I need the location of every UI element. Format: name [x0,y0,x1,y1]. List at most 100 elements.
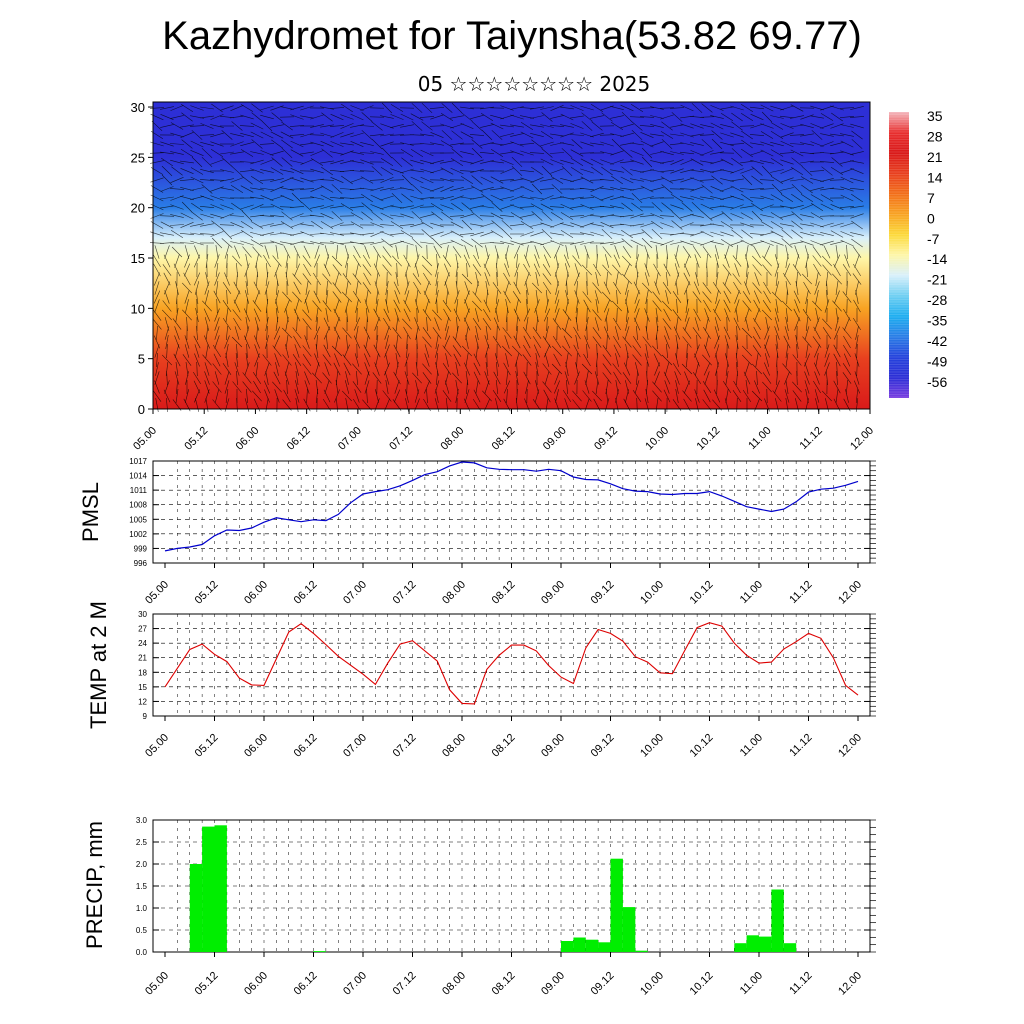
colorbar-label: -21 [927,272,947,288]
x-tick-label: 11.00 [738,579,765,606]
precip-bar [561,941,574,952]
x-tick-label: 07.00 [341,579,369,607]
precip-bar [622,907,636,952]
x-tick-label: 08.00 [440,579,468,607]
y-tick-label: 9 [143,712,148,721]
x-tick-label: 11.12 [787,970,814,997]
y-tick-label: 1008 [129,501,147,510]
x-tick-label: 11.12 [787,579,814,606]
x-tick-label: 08.00 [440,732,468,760]
y-tick-label: 2.0 [136,860,148,869]
y-tick-label: 30 [131,100,145,115]
y-tick-label: 24 [138,639,147,648]
y-tick-label: 21 [138,654,147,663]
colorbar-label: 35 [927,108,943,124]
y-tick-label: 1011 [130,486,148,495]
precip-bar [734,943,747,952]
x-tick-label: 11.12 [798,425,825,452]
x-tick-label: 10.12 [688,970,716,998]
x-tick-label: 06.12 [285,425,313,453]
x-tick-label: 10.00 [638,579,666,607]
colorbar-label: -14 [927,251,947,267]
x-tick-label: 05.00 [143,732,171,760]
x-tick-label: 11.12 [787,732,814,759]
colorbar-label: -28 [927,292,947,308]
colorbar-label: -56 [927,374,947,390]
precip-bar [202,826,215,952]
colorbar-label: 0 [927,210,935,226]
y-tick-label: 30 [138,610,147,619]
x-tick-label: 06.00 [234,425,262,453]
x-tick-label: 06.00 [242,732,270,760]
precip-bar [635,950,648,952]
precip-bar [313,951,326,952]
y-tick-label: 12 [138,697,147,706]
x-tick-label: 05.12 [193,579,221,607]
x-tick-label: 05.00 [143,579,171,607]
x-tick-label: 09.12 [589,970,617,998]
precip-bar [783,943,797,952]
y-tick-label: 18 [138,668,147,677]
precip-bar [610,858,623,952]
y-tick-label: 5 [138,352,145,367]
colorbar-label: 28 [927,128,943,144]
x-tick-label: 11.00 [738,970,765,997]
x-tick-label: 09.12 [589,732,617,760]
y-tick-label: 1002 [129,530,147,539]
y-tick-label: 996 [134,559,148,568]
y-tick-label: 2.5 [136,838,148,847]
x-tick-label: 07.00 [341,970,369,998]
precip-bar [573,937,586,952]
colorbar-label: 21 [927,149,943,165]
colorbar-label: -35 [927,313,947,329]
x-tick-label: 10.12 [695,425,723,453]
colorbar-label: -42 [927,333,947,349]
y-tick-label: 1017 [129,457,147,466]
colorbar-label: -7 [927,231,940,247]
x-tick-label: 07.00 [341,732,369,760]
pmsl-axis-label: PMSL [78,482,103,542]
x-tick-label: 09.12 [592,425,620,453]
x-tick-label: 05.00 [131,425,159,453]
precip-bar [746,935,759,952]
x-tick-label: 07.00 [336,425,364,453]
y-tick-label: 1014 [129,472,147,481]
x-tick-label: 09.12 [589,579,617,607]
x-tick-label: 12.00 [848,425,876,453]
x-tick-label: 08.12 [490,425,518,453]
x-tick-label: 05.12 [182,425,210,453]
x-tick-label: 12.00 [836,579,864,607]
x-tick-label: 11.00 [746,425,773,452]
x-tick-label: 07.12 [391,732,419,760]
temp-axis-label: TEMP at 2 M [86,601,111,729]
heatmap-field [153,102,870,409]
x-tick-label: 12.00 [836,970,864,998]
y-tick-label: 1005 [129,515,147,524]
x-tick-label: 08.00 [440,970,468,998]
y-tick-label: 1.0 [136,904,148,913]
x-tick-label: 06.00 [242,970,270,998]
page-subtitle: 05 ☆☆☆☆☆☆☆☆ 2025 [417,72,651,96]
page-title: Kazhydromet for Taiynsha(53.82 69.77) [162,14,862,58]
x-tick-label: 07.12 [391,579,419,607]
x-tick-label: 08.12 [490,579,518,607]
y-tick-label: 0.5 [136,926,148,935]
x-tick-label: 12.00 [836,732,864,760]
x-tick-label: 07.12 [387,425,415,453]
precip-bar [771,889,784,952]
precip-bar [598,942,611,952]
wind-barbs [149,102,865,413]
x-tick-label: 08.00 [438,425,466,453]
x-tick-label: 05.12 [193,970,221,998]
y-tick-label: 27 [138,625,147,634]
y-tick-label: 10 [131,301,145,316]
x-tick-label: 11.00 [738,732,765,759]
x-tick-label: 10.00 [638,732,666,760]
x-tick-label: 10.12 [688,732,716,760]
x-tick-label: 09.00 [541,425,569,453]
y-tick-label: 3.0 [136,816,148,825]
x-tick-label: 09.00 [539,579,567,607]
y-tick-label: 999 [134,544,148,553]
y-tick-label: 15 [131,251,145,266]
colorbar-label: -49 [927,354,947,370]
